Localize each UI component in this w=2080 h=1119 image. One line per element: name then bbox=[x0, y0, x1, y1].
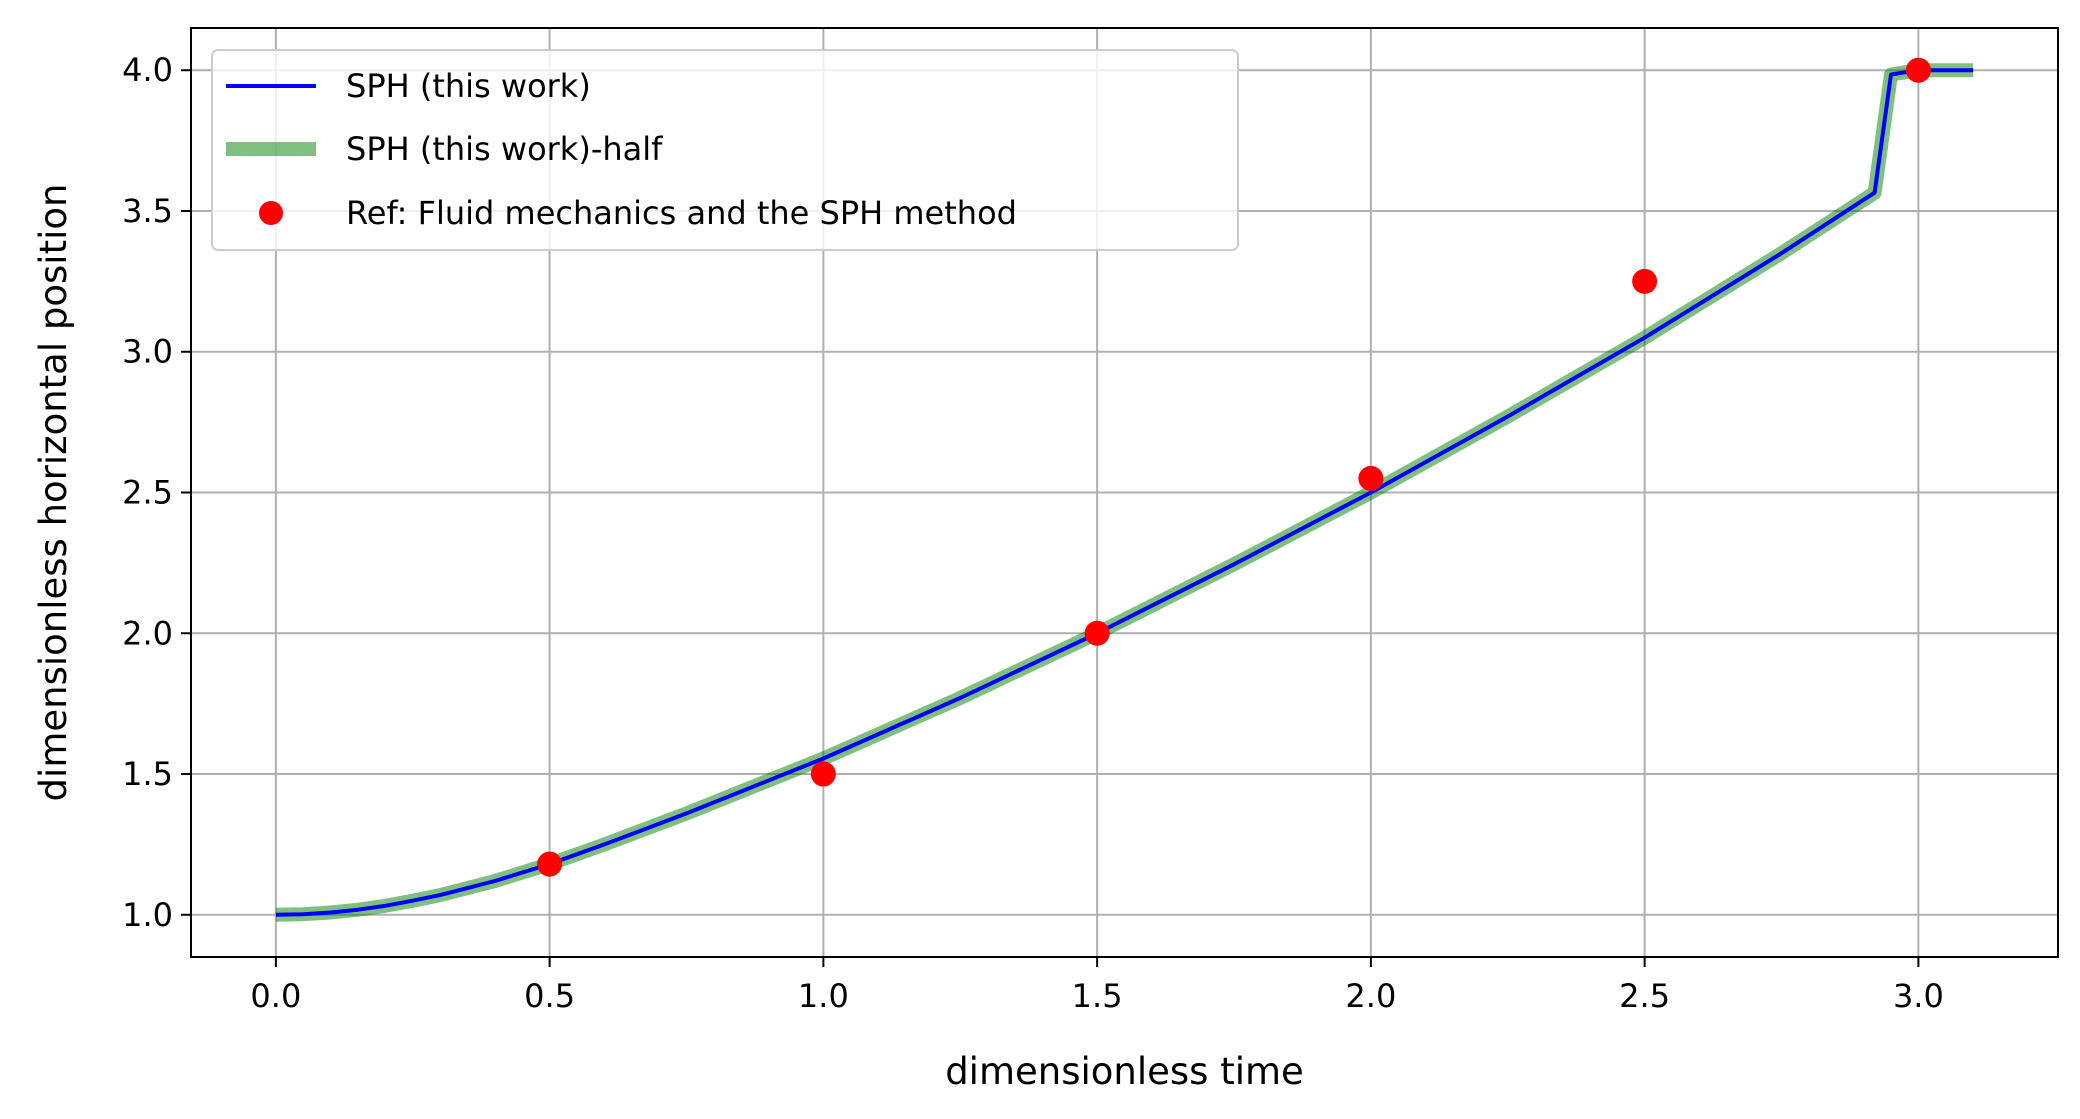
y-tick-label: 3.0 bbox=[122, 333, 173, 371]
series-line-sph bbox=[275, 68, 1974, 917]
x-tick-label: 0.0 bbox=[250, 977, 301, 1015]
y-tick-label: 2.0 bbox=[122, 614, 173, 652]
legend: SPH (this work) SPH (this work)-half Ref… bbox=[211, 49, 1239, 251]
x-tick-label: 1.0 bbox=[798, 977, 849, 1015]
ref-data-point bbox=[1632, 268, 1658, 294]
legend-label-sph-half: SPH (this work)-half bbox=[346, 130, 663, 168]
x-tick-label: 1.5 bbox=[1072, 977, 1123, 1015]
y-tick-label: 1.5 bbox=[122, 755, 173, 793]
x-tick-label: 2.5 bbox=[1619, 977, 1670, 1015]
y-tick-label: 1.0 bbox=[122, 896, 173, 934]
y-tick-label: 4.0 bbox=[122, 51, 173, 89]
legend-marker-ref bbox=[259, 201, 283, 225]
series-layer bbox=[275, 57, 1974, 922]
x-tick-label: 0.5 bbox=[524, 977, 575, 1015]
ref-data-point bbox=[810, 761, 836, 787]
x-tick-label: 2.0 bbox=[1345, 977, 1396, 1015]
ref-data-point bbox=[537, 851, 563, 877]
y-tick-label: 3.5 bbox=[122, 192, 173, 230]
legend-label-ref: Ref: Fluid mechanics and the SPH method bbox=[346, 194, 1017, 232]
legend-label-sph: SPH (this work) bbox=[346, 67, 591, 105]
y-tick-label: 2.5 bbox=[122, 474, 173, 512]
ref-data-point bbox=[1358, 465, 1384, 491]
legend-box bbox=[211, 49, 1239, 251]
y-axis-label: dimensionless horizontal position bbox=[32, 184, 75, 802]
ref-data-point bbox=[1084, 620, 1110, 646]
x-tick-label: 3.0 bbox=[1893, 977, 1944, 1015]
x-axis-ticks: 0.0 0.5 1.0 1.5 2.0 2.5 3.0 bbox=[250, 957, 1944, 1015]
y-axis-ticks: 1.0 1.5 2.0 2.5 3.0 3.5 4.0 bbox=[122, 51, 191, 934]
ref-data-point bbox=[1905, 57, 1931, 83]
x-axis-label: dimensionless time bbox=[945, 1050, 1304, 1093]
